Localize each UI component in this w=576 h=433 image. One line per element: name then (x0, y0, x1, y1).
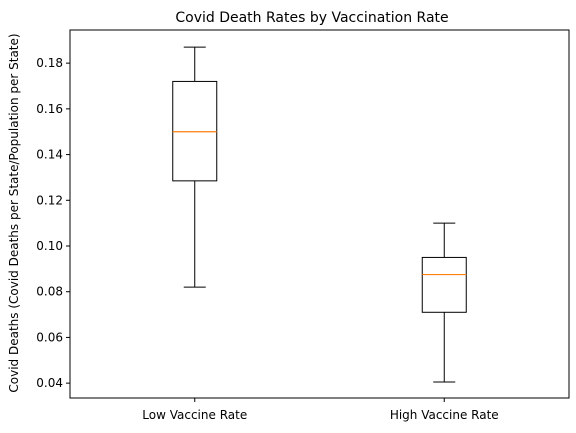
y-tick-label: 0.04 (36, 376, 63, 390)
plot-area: 0.04 0.06 0.08 0.10 0.12 0.14 0.16 0.18 Low Vacc… (36, 29, 570, 422)
y-tick-label: 0.12 (36, 193, 63, 207)
x-tick-label: Low Vaccine Rate (142, 408, 247, 422)
y-axis-label: Covid Deaths (Covid Deaths per State/Pop… (7, 33, 21, 392)
box (421, 256, 467, 313)
y-tick-label: 0.14 (36, 148, 63, 162)
y-tick-label: 0.18 (36, 56, 63, 70)
x-tick-label: High Vaccine Rate (390, 408, 499, 422)
axes-frame (69, 29, 570, 399)
y-tick-label: 0.06 (36, 330, 63, 344)
y-tick-label: 0.08 (36, 285, 63, 299)
y-tick-label: 0.10 (36, 239, 63, 253)
chart-title: Covid Death Rates by Vaccination Rate (175, 10, 448, 26)
y-tick-label: 0.16 (36, 102, 63, 116)
